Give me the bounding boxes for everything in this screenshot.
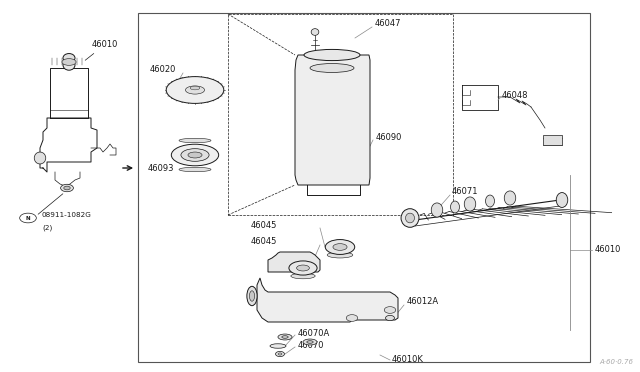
Text: 46090: 46090 — [376, 134, 403, 142]
Ellipse shape — [556, 193, 568, 208]
Circle shape — [64, 186, 70, 190]
Ellipse shape — [451, 201, 460, 213]
Ellipse shape — [250, 291, 255, 301]
Ellipse shape — [62, 59, 76, 65]
Ellipse shape — [188, 152, 202, 158]
Ellipse shape — [311, 29, 319, 35]
Ellipse shape — [333, 244, 347, 250]
Polygon shape — [268, 252, 320, 272]
Ellipse shape — [179, 138, 211, 143]
Bar — [138, 13, 590, 362]
Text: 46047: 46047 — [375, 19, 401, 29]
Ellipse shape — [296, 265, 309, 271]
Ellipse shape — [186, 86, 205, 94]
Circle shape — [384, 307, 396, 313]
Polygon shape — [257, 278, 398, 322]
Ellipse shape — [431, 203, 443, 217]
Text: 46070: 46070 — [298, 340, 324, 350]
Circle shape — [385, 315, 394, 321]
Text: 46020: 46020 — [150, 65, 177, 74]
Text: 46010: 46010 — [595, 246, 621, 254]
Ellipse shape — [166, 77, 224, 103]
Ellipse shape — [486, 195, 495, 207]
Ellipse shape — [401, 209, 419, 227]
Text: (2): (2) — [42, 225, 52, 231]
Ellipse shape — [310, 64, 354, 73]
Circle shape — [61, 184, 74, 192]
Text: 46071: 46071 — [452, 187, 479, 196]
Ellipse shape — [291, 273, 315, 279]
Ellipse shape — [303, 339, 317, 345]
Ellipse shape — [289, 261, 317, 275]
Ellipse shape — [406, 213, 415, 223]
Ellipse shape — [190, 86, 200, 90]
Ellipse shape — [181, 149, 209, 161]
Ellipse shape — [278, 334, 292, 340]
Ellipse shape — [504, 191, 516, 205]
Bar — [543, 135, 562, 145]
Ellipse shape — [63, 60, 75, 70]
Text: 46045: 46045 — [251, 221, 277, 230]
Ellipse shape — [327, 252, 353, 258]
Ellipse shape — [179, 167, 211, 172]
Text: 08911-1082G: 08911-1082G — [42, 212, 92, 218]
Text: 46070A: 46070A — [298, 328, 330, 337]
Ellipse shape — [464, 197, 476, 211]
Circle shape — [346, 315, 358, 321]
Ellipse shape — [35, 152, 46, 164]
Ellipse shape — [282, 336, 288, 338]
Ellipse shape — [304, 49, 360, 61]
Text: 46012A: 46012A — [407, 298, 439, 307]
Circle shape — [275, 352, 285, 357]
Ellipse shape — [270, 344, 286, 348]
Ellipse shape — [325, 240, 355, 254]
Text: 46045: 46045 — [251, 237, 277, 247]
Text: 46010K: 46010K — [392, 356, 424, 365]
Circle shape — [278, 353, 282, 355]
Text: A·60·0.76: A·60·0.76 — [600, 359, 634, 365]
Ellipse shape — [63, 54, 75, 62]
Ellipse shape — [307, 341, 313, 343]
Ellipse shape — [247, 286, 257, 306]
Text: 46010: 46010 — [85, 40, 118, 60]
Text: 46048: 46048 — [502, 90, 529, 99]
Polygon shape — [295, 55, 370, 185]
Text: 46093: 46093 — [148, 164, 175, 173]
Ellipse shape — [172, 144, 219, 166]
Text: N: N — [26, 215, 30, 221]
